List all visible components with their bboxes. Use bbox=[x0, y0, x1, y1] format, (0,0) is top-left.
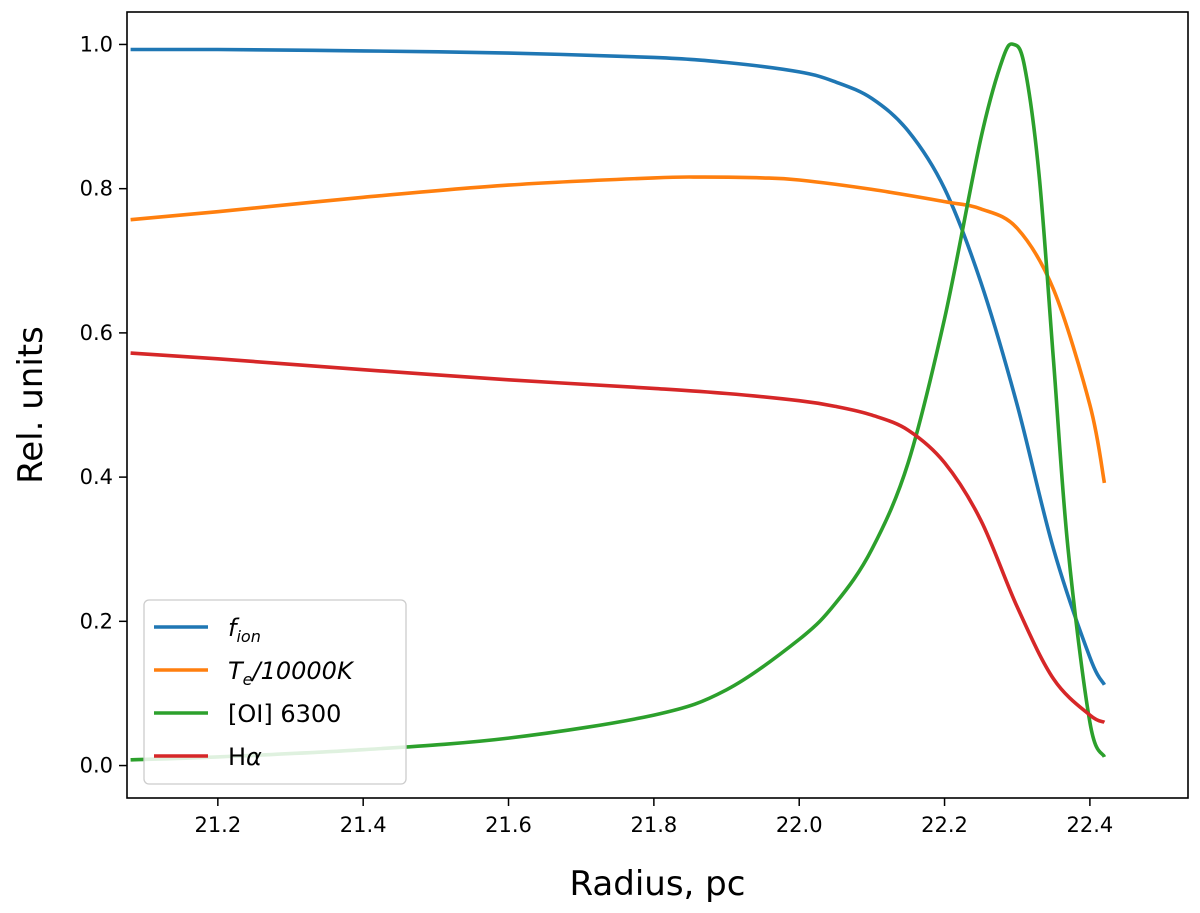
x-tick-label: 21.6 bbox=[485, 813, 532, 837]
y-axis-label: Rel. units bbox=[11, 326, 51, 484]
x-axis-label: Radius, pc bbox=[570, 864, 746, 904]
plot-frame bbox=[126, 11, 1189, 799]
legend-label-2: [OI] 6300 bbox=[228, 700, 341, 728]
x-tick-label: 21.2 bbox=[194, 813, 241, 837]
legend-label-1: Te/10000K bbox=[228, 657, 355, 689]
legend-label-3: Hα bbox=[228, 743, 262, 771]
x-tick-label: 22.4 bbox=[1067, 813, 1114, 837]
y-tick-label: 0.2 bbox=[80, 609, 113, 633]
x-tick-label: 21.4 bbox=[340, 813, 387, 837]
x-tick-label: 22.0 bbox=[776, 813, 823, 837]
x-tick-label: 22.2 bbox=[921, 813, 968, 837]
legend: fion Te/10000K [OI] 6300 Hα bbox=[143, 599, 407, 785]
ticks-layer: 21.2 21.4 21.6 21.8 22.0 22.2 22.4 0.0 0.2 0.4 0.6… bbox=[80, 32, 1114, 837]
x-tick-label: 21.8 bbox=[630, 813, 677, 837]
y-tick-label: 0.0 bbox=[80, 754, 113, 778]
y-tick-label: 0.6 bbox=[80, 321, 113, 345]
series-line-0 bbox=[130, 47, 1106, 686]
y-tick-label: 0.8 bbox=[80, 177, 113, 201]
series-layer bbox=[130, 42, 1107, 762]
series-line-2 bbox=[130, 42, 1107, 762]
y-tick-label: 0.4 bbox=[80, 465, 113, 489]
series-line-3 bbox=[130, 351, 1106, 724]
legend-label-0: fion bbox=[228, 614, 261, 646]
legend-box bbox=[143, 599, 407, 785]
y-tick-label: 1.0 bbox=[80, 32, 113, 56]
